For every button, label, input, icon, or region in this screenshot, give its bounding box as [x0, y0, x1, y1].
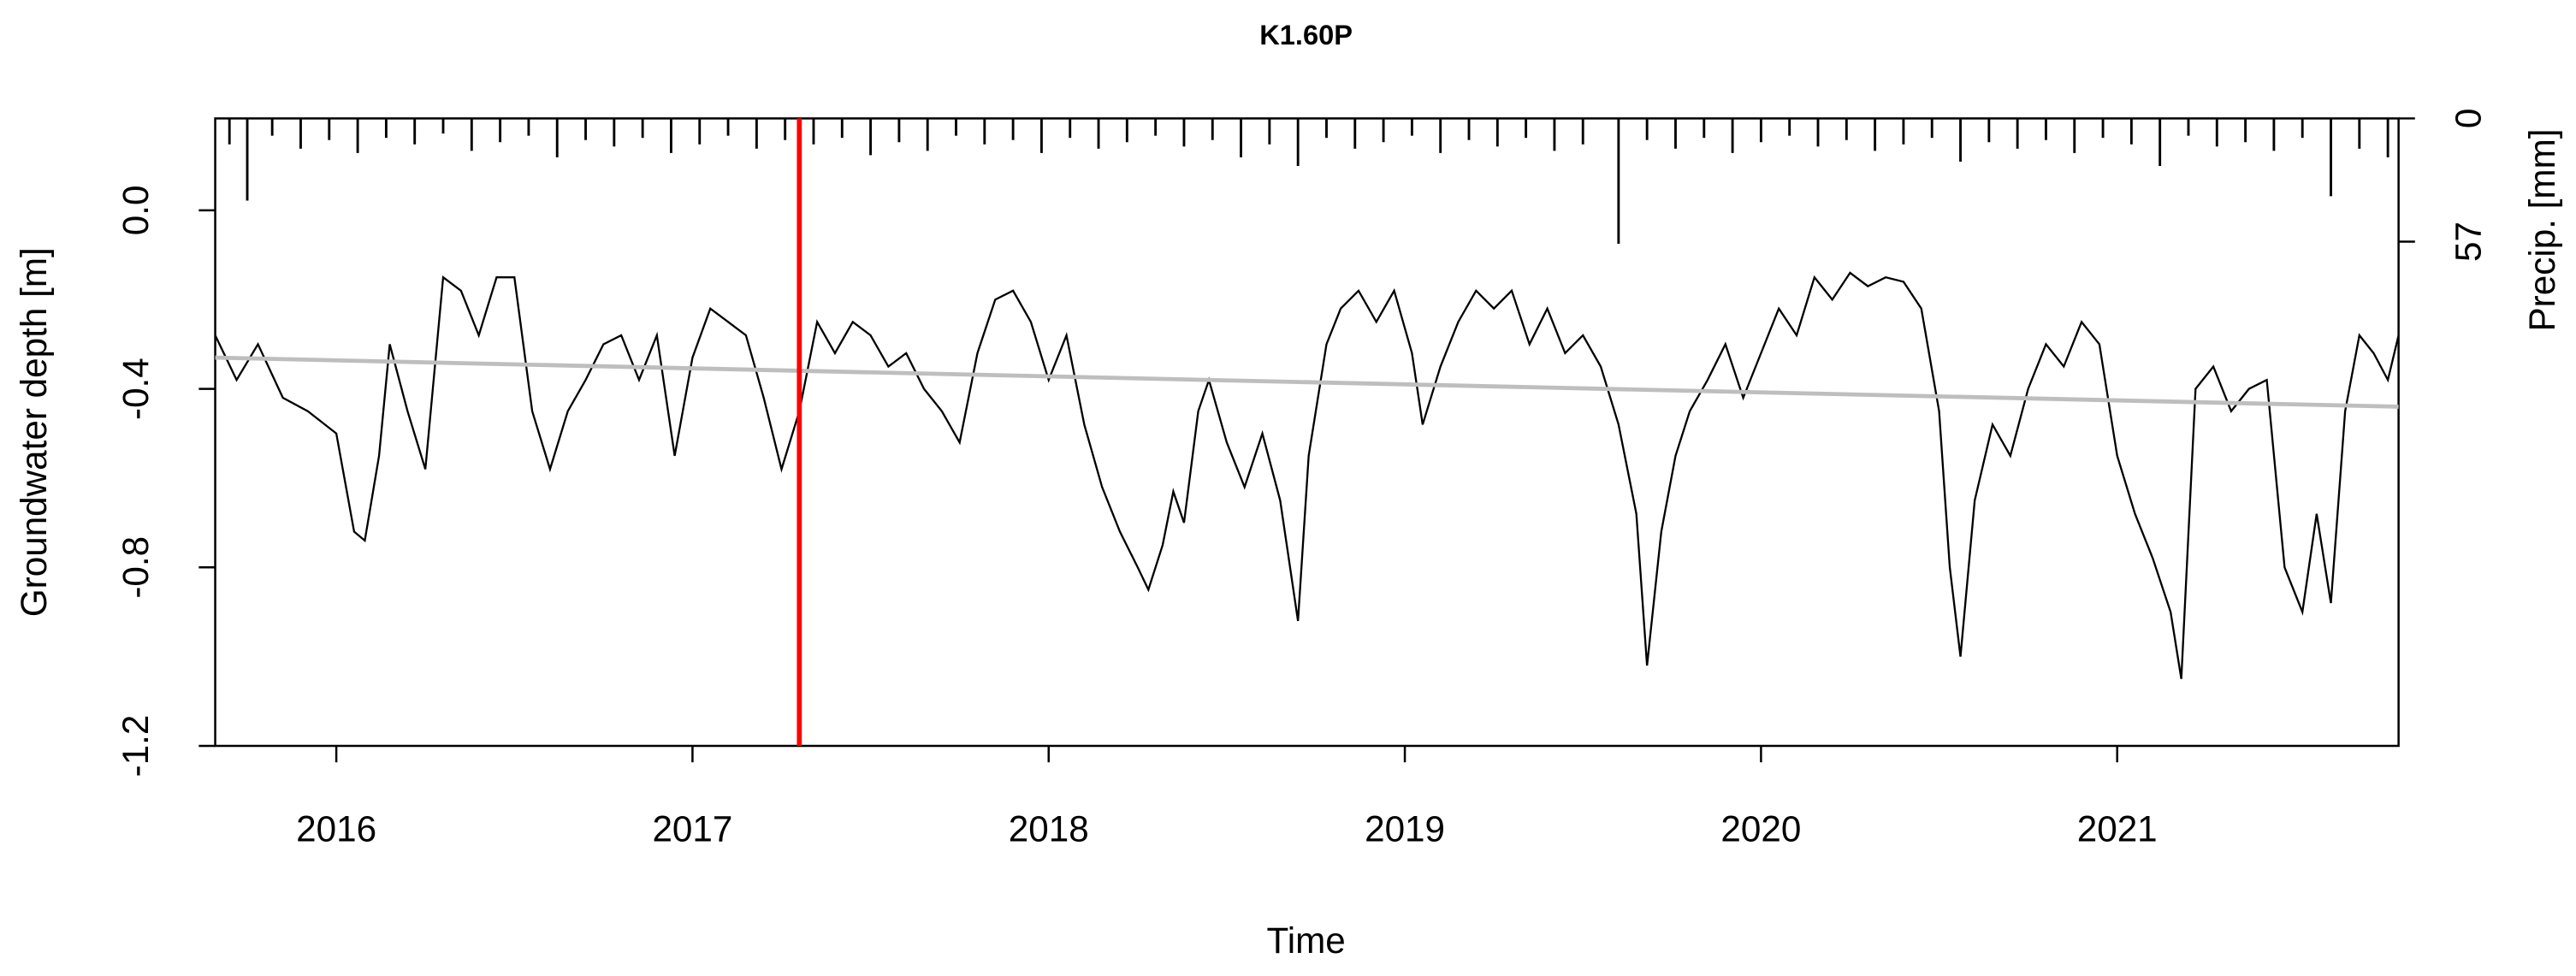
- y-tick-label: -0.8: [115, 536, 156, 599]
- x-tick-label: 2016: [296, 808, 376, 849]
- x-tick-label: 2017: [652, 808, 732, 849]
- y-axis-label: Groundwater depth [m]: [14, 247, 54, 617]
- chart-title: K1.60P: [1259, 19, 1353, 50]
- x-tick-label: 2021: [2077, 808, 2158, 849]
- plot-frame: [214, 117, 2400, 748]
- series-line: [214, 271, 2400, 679]
- x-tick-label: 2020: [1720, 808, 1801, 849]
- y-tick-label: -1.2: [115, 715, 156, 778]
- y2-tick-label: 0: [2449, 109, 2489, 128]
- y-tick-label: -0.4: [115, 358, 156, 420]
- x-tick-label: 2019: [1365, 808, 1445, 849]
- x-tick-label: 2018: [1009, 808, 1089, 849]
- series-line: [215, 355, 2399, 409]
- x-axis-label: Time: [1266, 920, 1345, 961]
- y2-axis-label: Precip. [mm]: [2522, 129, 2562, 332]
- y2-tick-label: 57: [2449, 222, 2489, 262]
- y-tick-label: 0.0: [115, 186, 156, 236]
